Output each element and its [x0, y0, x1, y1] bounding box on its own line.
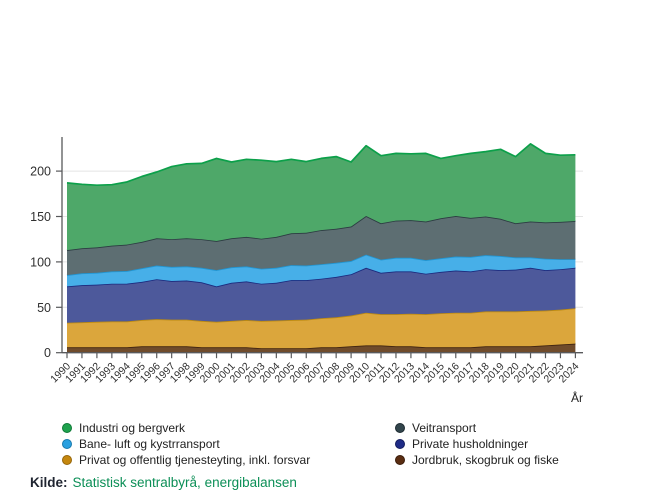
legend-marker-icon [395, 438, 405, 449]
legend-item[interactable]: Privat og offentlig tjenesteyting, inkl.… [62, 452, 311, 467]
legend-item-label: Privat og offentlig tjenesteyting, inkl.… [79, 452, 311, 467]
legend-item-label: Bane- luft og kystrransport [79, 436, 220, 451]
legend-marker-icon [62, 438, 72, 449]
chart-legend-column-2: Veitransport Private husholdninger Jordbru… [395, 420, 559, 467]
legend-marker-icon [62, 454, 72, 465]
chart-legend-column-1: Industri og bergverk Bane- luft og kystrr… [62, 420, 311, 467]
y-tick-label: 200 [30, 165, 51, 179]
legend-item[interactable]: Industri og bergverk [62, 420, 310, 435]
area-series-1 [67, 308, 576, 349]
legend-marker-icon [62, 422, 72, 433]
area-series-5 [67, 143, 576, 251]
area-series-line-5 [66, 143, 576, 187]
legend-item-label: Private husholdninger [412, 436, 529, 451]
legend-item[interactable]: Veitransport [395, 420, 559, 435]
y-tick-label: 50 [37, 301, 51, 315]
legend-item[interactable]: Private husholdninger [395, 436, 559, 451]
source-line: Kilde: Statistisk sentralbyrå, energibala… [30, 475, 297, 490]
legend-item-label: Industri og bergverk [79, 420, 186, 435]
source-link[interactable]: Statistisk sentralbyrå, energibalansen [72, 475, 297, 490]
source-prefix: Kilde: [30, 475, 68, 490]
legend-item-label: Veitransport [412, 420, 477, 435]
legend-marker-icon [395, 454, 405, 465]
legend-marker-icon [395, 422, 405, 433]
legend-item[interactable]: Bane- luft og kystrransport [62, 436, 310, 451]
x-axis-title: År [571, 390, 583, 405]
area-series-3 [67, 254, 576, 287]
y-tick-label: 100 [30, 255, 51, 269]
stacked-area-chart: 0501001502001990199119921993199419951996… [30, 137, 583, 405]
legend-item-label: Jordbruk, skogbruk og fiske [412, 452, 559, 467]
y-tick-label: 0 [44, 346, 51, 360]
y-tick-label: 150 [30, 210, 51, 224]
legend-item[interactable]: Jordbruk, skogbruk og fiske [395, 452, 559, 467]
area-series-4 [67, 216, 576, 276]
